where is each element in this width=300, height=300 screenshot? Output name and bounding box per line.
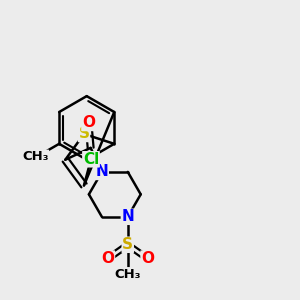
Text: O: O — [141, 251, 154, 266]
Text: N: N — [95, 164, 108, 179]
Text: S: S — [122, 237, 133, 252]
Text: Cl: Cl — [83, 152, 99, 167]
Text: CH₃: CH₃ — [115, 268, 141, 281]
Text: N: N — [122, 209, 134, 224]
Text: O: O — [101, 251, 115, 266]
Text: CH₃: CH₃ — [22, 150, 49, 163]
Text: O: O — [82, 116, 95, 130]
Text: S: S — [79, 127, 89, 142]
